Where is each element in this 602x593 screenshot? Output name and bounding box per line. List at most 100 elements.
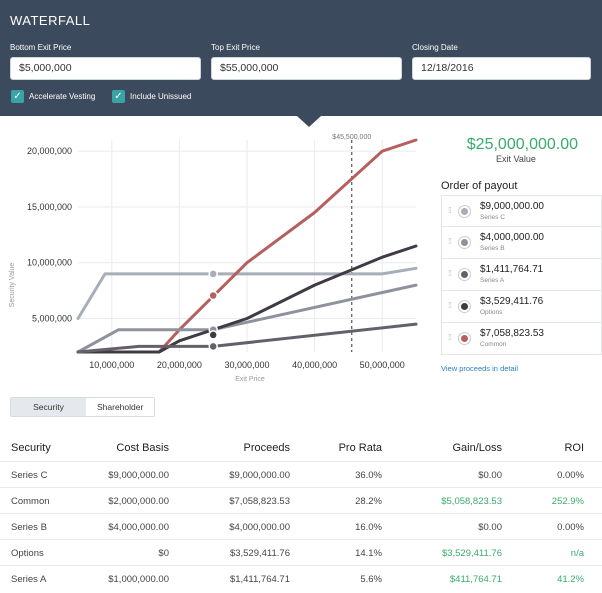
cell-cost-basis: $4,000,000.00 [108, 522, 169, 533]
waterfall-header: WATERFALL Bottom Exit Price $5,000,000 T… [0, 0, 602, 116]
exit-marker-label: $45,500,000 [332, 134, 371, 141]
payout-security: Options [480, 309, 503, 316]
header-proceeds: Proceeds [243, 442, 290, 454]
chart-selected-dots[interactable] [208, 269, 218, 352]
payout-list: ⁞⁞ $9,000,000.00 Series C ⁞⁞ $4,000,000.00 Se… [441, 195, 602, 355]
table-row[interactable]: Series A $1,000,000.00 $1,411,764.71 5.6% $4… [0, 565, 602, 591]
table-row[interactable]: Common $2,000,000.00 $7,058,823.53 28.2% $5,… [0, 487, 602, 513]
series-color-dot [459, 301, 470, 312]
table-row[interactable]: Series C $9,000,000.00 $9,000,000.00 36.0% $… [0, 461, 602, 487]
cell-roi: 0.00% [557, 522, 584, 533]
shareholder-toggle-button[interactable]: Shareholder [86, 398, 155, 416]
drag-handle-icon[interactable]: ⁞⁞ [448, 301, 452, 310]
include-unissued-label: Include Unissued [130, 92, 192, 101]
include-unissued-checkbox[interactable]: ✓ [112, 90, 125, 103]
payout-security: Series C [480, 214, 505, 221]
closing-date-input[interactable]: 12/18/2016 [412, 57, 591, 80]
exit-marker[interactable]: $45,500,000 [332, 134, 371, 352]
chart-series [76, 138, 418, 354]
payout-amount: $7,058,823.53 [480, 328, 544, 339]
series-line-series-c [76, 266, 418, 320]
series-color-dot [459, 269, 470, 280]
series-line-series-b [76, 283, 418, 354]
cell-pro-rata: 36.0% [355, 470, 382, 481]
payout-item[interactable]: ⁞⁞ $7,058,823.53 Common [441, 323, 602, 355]
cell-proceeds: $7,058,823.53 [229, 496, 290, 507]
payout-item[interactable]: ⁞⁞ $9,000,000.00 Series C [441, 195, 602, 227]
drag-handle-icon[interactable]: ⁞⁞ [448, 206, 452, 215]
cell-cost-basis: $0 [158, 548, 169, 559]
cell-gain-loss: $0.00 [478, 522, 502, 533]
header-pointer [297, 116, 321, 127]
payout-amount: $9,000,000.00 [480, 201, 544, 212]
drag-handle-icon[interactable]: ⁞⁞ [448, 269, 452, 278]
series-line-options [76, 244, 418, 354]
selected-point-common[interactable] [208, 290, 218, 301]
bottom-exit-label: Bottom Exit Price [10, 43, 72, 52]
cell-cost-basis: $9,000,000.00 [108, 470, 169, 481]
cell-gain-loss: $3,529,411.76 [441, 548, 502, 559]
x-tick-label: 20,000,000 [157, 360, 202, 370]
selected-point-options[interactable] [208, 330, 218, 340]
y-tick-label: 20,000,000 [27, 146, 72, 156]
waterfall-chart[interactable]: 5,000,00010,000,00015,000,00020,000,000 … [0, 130, 430, 385]
cell-cost-basis: $2,000,000.00 [108, 496, 169, 507]
accelerate-vesting-checkbox[interactable]: ✓ [11, 90, 24, 103]
x-tick-label: 10,000,000 [89, 360, 134, 370]
drag-handle-icon[interactable]: ⁞⁞ [448, 237, 452, 246]
payout-amount: $3,529,411.76 [480, 296, 544, 307]
cell-proceeds: $4,000,000.00 [229, 522, 290, 533]
table-row[interactable]: Series B $4,000,000.00 $4,000,000.00 16.0% $… [0, 513, 602, 539]
chart-grid [78, 140, 416, 352]
x-tick-label: 30,000,000 [224, 360, 269, 370]
view-proceeds-link[interactable]: View proceeds in detail [441, 364, 518, 373]
cell-security: Common [11, 496, 50, 507]
series-color-dot [459, 237, 470, 248]
cell-roi: n/a [570, 548, 584, 559]
closing-date-label: Closing Date [412, 43, 458, 52]
series-line-series-a [76, 322, 418, 354]
payout-security: Series A [480, 277, 505, 284]
y-tick-label: 15,000,000 [27, 202, 72, 212]
security-toggle-button[interactable]: Security [11, 398, 86, 416]
x-tick-label: 40,000,000 [292, 360, 337, 370]
page-title: WATERFALL [10, 13, 91, 28]
payout-security: Common [480, 341, 507, 348]
cell-cost-basis: $1,000,000.00 [108, 574, 169, 585]
cell-security: Series B [11, 522, 47, 533]
y-axis-ticks: 5,000,000 10,000,000 15,000,000 20,000,000 [27, 146, 72, 323]
exit-value-label: Exit Value [496, 154, 536, 164]
selected-point-series-a[interactable] [208, 341, 218, 352]
bottom-exit-input[interactable]: $5,000,000 [10, 57, 201, 80]
y-tick-label: 10,000,000 [27, 258, 72, 268]
header-gain-loss: Gain/Loss [452, 442, 502, 454]
payout-amount: $4,000,000.00 [480, 232, 544, 243]
cell-security: Series C [11, 470, 48, 481]
cell-proceeds: $1,411,764.71 [229, 574, 290, 585]
cell-pro-rata: 28.2% [355, 496, 382, 507]
payout-item[interactable]: ⁞⁞ $3,529,411.76 Options [441, 291, 602, 323]
cell-security: Series A [11, 574, 47, 585]
cell-pro-rata: 14.1% [355, 548, 382, 559]
drag-handle-icon[interactable]: ⁞⁞ [448, 333, 452, 342]
exit-value-amount: $25,000,000.00 [466, 136, 578, 153]
selected-point-series-c[interactable] [208, 269, 218, 279]
accelerate-vesting-label: Accelerate Vesting [29, 92, 96, 101]
cell-gain-loss: $411,764.71 [449, 574, 502, 585]
header-pro-rata: Pro Rata [338, 442, 382, 454]
cell-gain-loss: $5,058,823.53 [441, 496, 502, 507]
payout-item[interactable]: ⁞⁞ $1,411,764.71 Series A [441, 259, 602, 291]
payout-amount: $1,411,764.71 [480, 264, 544, 275]
header-roi: ROI [564, 442, 584, 454]
payout-item[interactable]: ⁞⁞ $4,000,000.00 Series B [441, 227, 602, 259]
header-cost-basis: Cost Basis [116, 442, 169, 454]
cell-pro-rata: 16.0% [355, 522, 382, 533]
series-color-dot [459, 206, 470, 217]
x-tick-label: 50,000,000 [360, 360, 405, 370]
cell-roi: 0.00% [557, 470, 584, 481]
cell-proceeds: $9,000,000.00 [229, 470, 290, 481]
top-exit-input[interactable]: $55,000,000 [211, 57, 402, 80]
cell-roi: 252.9% [551, 496, 584, 507]
y-axis-label: Security Value [9, 263, 16, 308]
table-row[interactable]: Options $0 $3,529,411.76 14.1% $3,529,411.76… [0, 539, 602, 565]
